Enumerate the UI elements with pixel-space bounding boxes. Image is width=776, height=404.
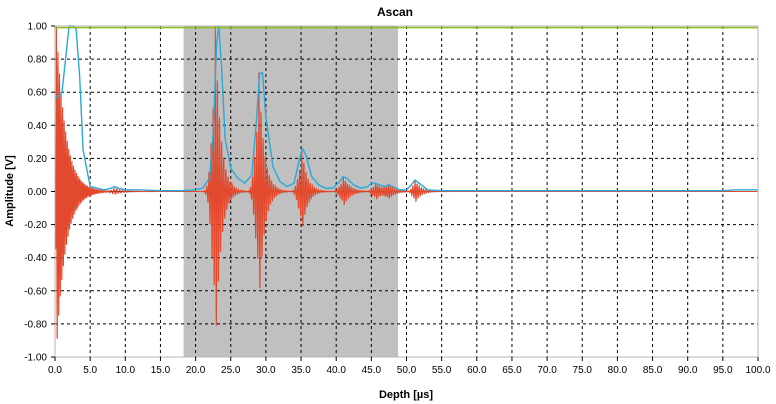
y-tick-label: -0.80: [24, 319, 47, 330]
y-tick-label: 0.40: [28, 121, 48, 132]
x-tick-label: 40.0: [326, 365, 346, 376]
chart-title: Ascan: [377, 5, 413, 19]
x-tick-label: 95.0: [713, 365, 733, 376]
y-tick-label: 0.20: [28, 154, 48, 165]
y-tick-labels: 1.00 0.80 0.60 0.40 0.20 0.00 -0.20 -0.40 -0.60 -…: [24, 22, 55, 364]
x-tick-label: 85.0: [643, 365, 663, 376]
y-tick-label: 0.60: [28, 88, 48, 99]
grid-layer: [55, 26, 758, 357]
x-tick-label: 5.0: [83, 365, 97, 376]
x-tick-label: 25.0: [221, 365, 241, 376]
envelope-series: [54, 25, 758, 192]
x-tick-label: 10.0: [116, 365, 136, 376]
x-tick-label: 80.0: [608, 365, 628, 376]
x-tick-label: 15.0: [151, 365, 171, 376]
x-tick-label: 20.0: [186, 365, 206, 376]
envelope-layer: [54, 25, 758, 192]
y-tick-label: -0.60: [24, 286, 47, 297]
x-tick-label: 0.0: [48, 365, 62, 376]
y-axis-label: Amplitude [V]: [4, 155, 16, 227]
y-tick-label: -1.00: [24, 353, 47, 364]
x-tick-label: 90.0: [678, 365, 698, 376]
waveform-layer: [54, 25, 758, 339]
y-tick-label: 0.00: [28, 187, 48, 198]
x-tick-label: 55.0: [432, 365, 452, 376]
y-tick-label: 1.00: [28, 22, 48, 33]
x-tick-label: 100.0: [745, 365, 770, 376]
x-tick-label: 60.0: [467, 365, 487, 376]
y-tick-label: -0.20: [24, 220, 47, 231]
x-axis-label: Depth [µs]: [379, 389, 433, 401]
x-tick-label: 50.0: [397, 365, 417, 376]
waveform-series: [54, 25, 758, 339]
y-tick-label: -0.40: [24, 253, 47, 264]
y-tick-label: 0.80: [28, 55, 48, 66]
x-tick-labels: 0.0 5.0 10.0 15.0 20.0 25.0 30.0 35.0 40.0 45.0 50…: [48, 357, 771, 376]
x-tick-label: 30.0: [256, 365, 276, 376]
x-tick-label: 75.0: [573, 365, 593, 376]
x-tick-label: 65.0: [502, 365, 522, 376]
x-tick-label: 45.0: [362, 365, 382, 376]
x-tick-label: 35.0: [291, 365, 311, 376]
x-tick-label: 70.0: [537, 365, 557, 376]
